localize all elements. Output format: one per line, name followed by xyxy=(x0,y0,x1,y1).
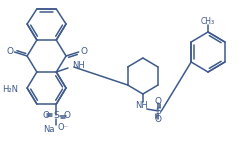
Text: Na: Na xyxy=(43,124,54,133)
Text: O: O xyxy=(63,111,71,120)
Text: S: S xyxy=(53,111,59,120)
Text: O: O xyxy=(6,47,13,57)
Text: H₂N: H₂N xyxy=(2,84,18,93)
Text: CH₃: CH₃ xyxy=(201,18,215,27)
Text: O: O xyxy=(42,111,49,120)
Text: NH: NH xyxy=(135,102,148,111)
Text: O: O xyxy=(80,47,87,57)
Text: O: O xyxy=(155,97,162,106)
Text: O⁻: O⁻ xyxy=(58,124,69,133)
Text: O: O xyxy=(155,115,162,124)
Text: NH: NH xyxy=(72,62,85,71)
Text: S: S xyxy=(155,106,161,115)
